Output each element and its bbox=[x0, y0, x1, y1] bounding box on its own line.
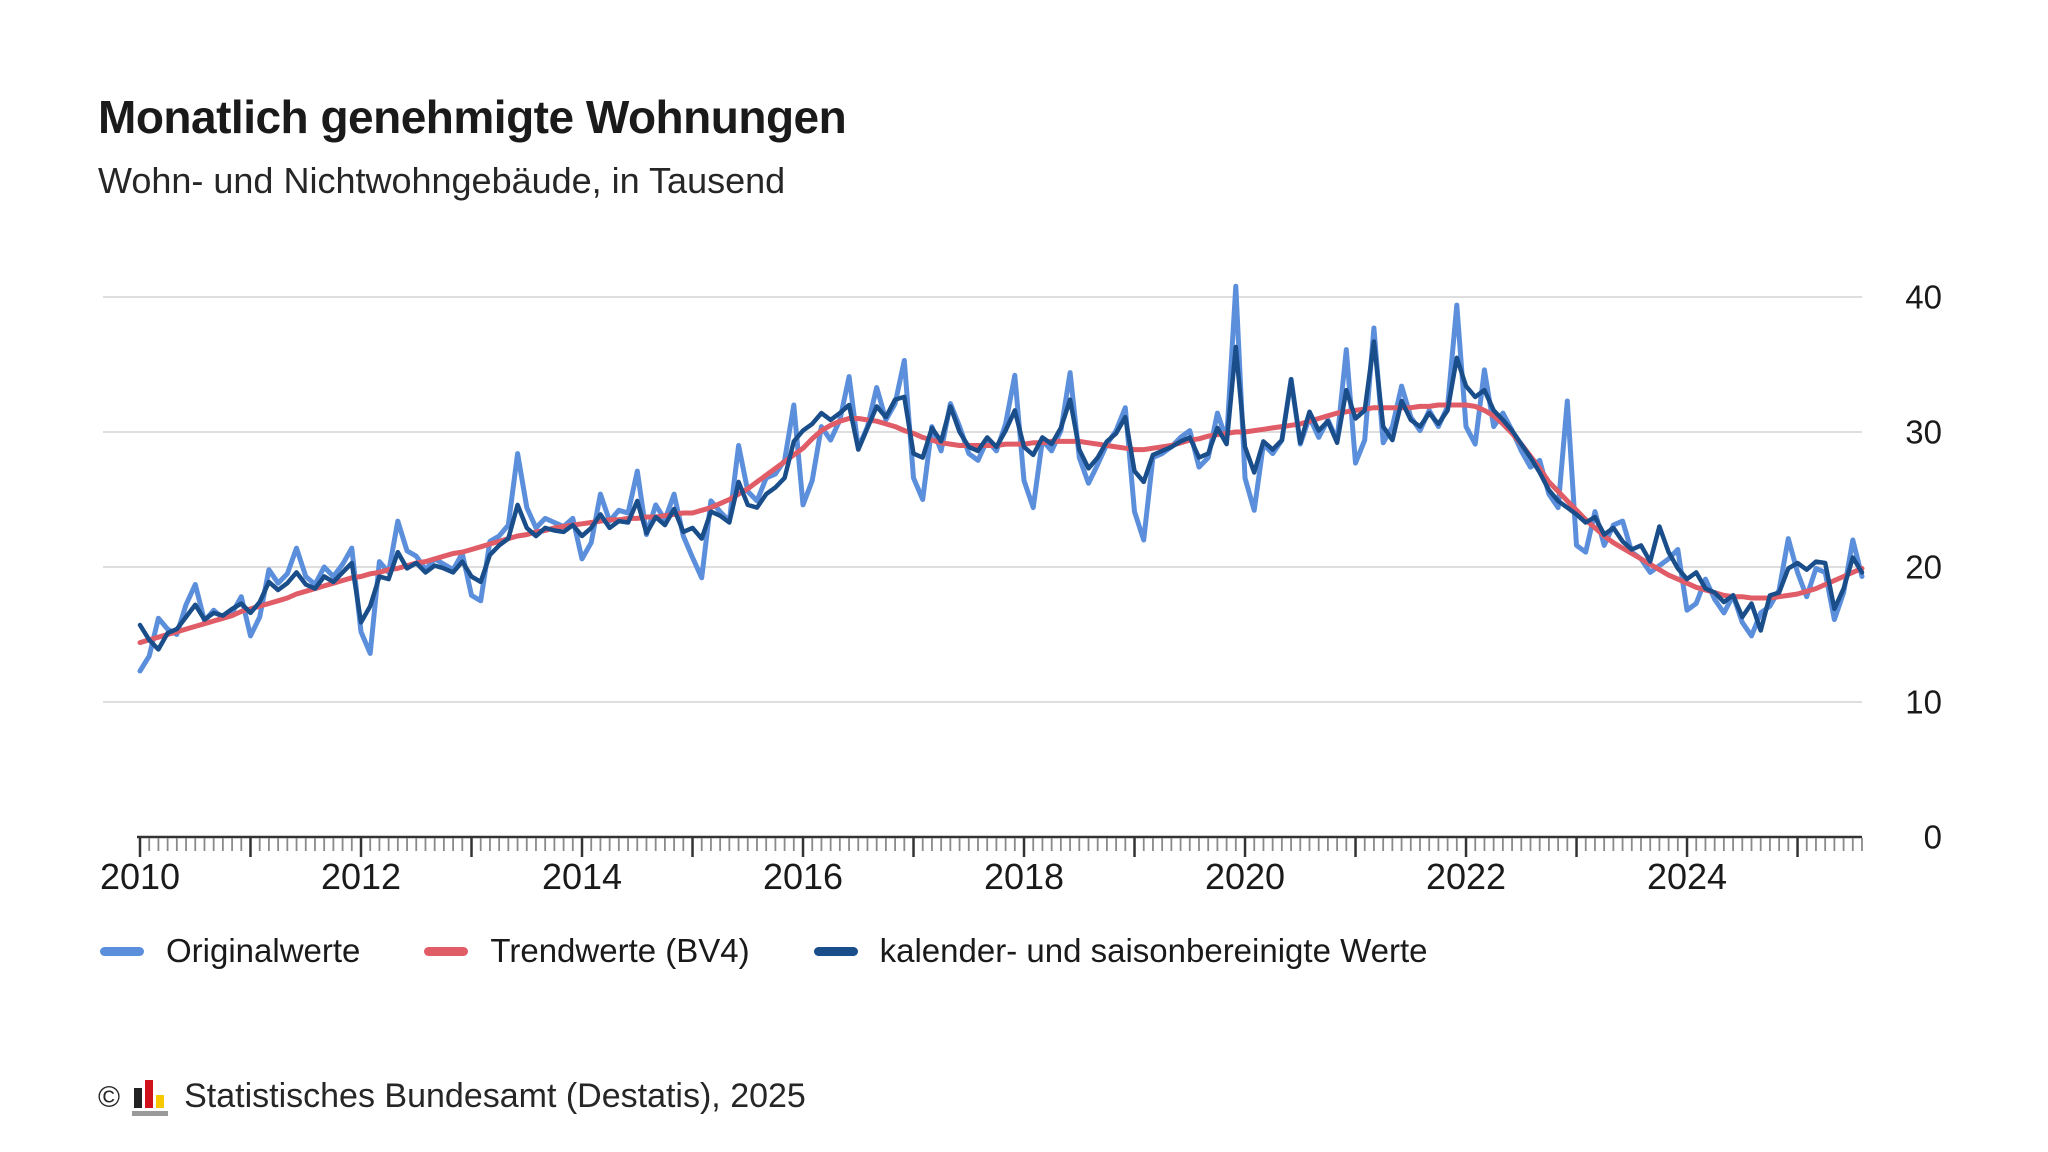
legend-item-trendwerte[interactable]: Trendwerte (BV4) bbox=[424, 932, 750, 970]
footer-credit-text: Statistisches Bundesamt (Destatis), 2025 bbox=[184, 1077, 806, 1115]
legend-item-originalwerte[interactable]: Originalwerte bbox=[100, 932, 360, 970]
svg-text:2020: 2020 bbox=[1205, 856, 1285, 897]
legend-label: kalender- und saisonbereinigte Werte bbox=[879, 932, 1428, 969]
chart-title: Monatlich genehmigte Wohnungen bbox=[98, 91, 847, 143]
svg-text:2016: 2016 bbox=[763, 856, 843, 897]
chart-subtitle: Wohn- und Nichtwohngebäude, in Tausend bbox=[98, 160, 786, 201]
svg-text:40: 40 bbox=[1905, 279, 1942, 316]
svg-text:0: 0 bbox=[1924, 819, 1942, 856]
copyright-symbol: © bbox=[98, 1081, 121, 1114]
originalwerte-swatch-icon bbox=[100, 946, 144, 956]
svg-text:10: 10 bbox=[1905, 684, 1942, 721]
svg-text:2022: 2022 bbox=[1426, 856, 1506, 897]
legend-label: Originalwerte bbox=[166, 932, 361, 969]
legend-item-saisonbereinigt[interactable]: kalender- und saisonbereinigte Werte bbox=[813, 932, 1428, 970]
svg-text:20: 20 bbox=[1905, 549, 1942, 586]
svg-text:30: 30 bbox=[1905, 414, 1942, 451]
svg-text:2012: 2012 bbox=[321, 856, 401, 897]
legend-label: Trendwerte (BV4) bbox=[490, 932, 750, 969]
svg-text:2014: 2014 bbox=[542, 856, 622, 897]
saisonbereinigt-swatch-icon bbox=[813, 946, 858, 956]
footer-credit: © Statistisches Bundesamt (Destatis), 20… bbox=[98, 1074, 806, 1116]
legend: Originalwerte Trendwerte (BV4) kalender-… bbox=[100, 932, 1428, 970]
trendwerte-swatch-icon bbox=[424, 946, 469, 956]
svg-text:2024: 2024 bbox=[1647, 856, 1727, 897]
svg-text:2010: 2010 bbox=[100, 856, 180, 897]
destatis-logo-icon bbox=[132, 1074, 172, 1116]
svg-text:2018: 2018 bbox=[984, 856, 1064, 897]
